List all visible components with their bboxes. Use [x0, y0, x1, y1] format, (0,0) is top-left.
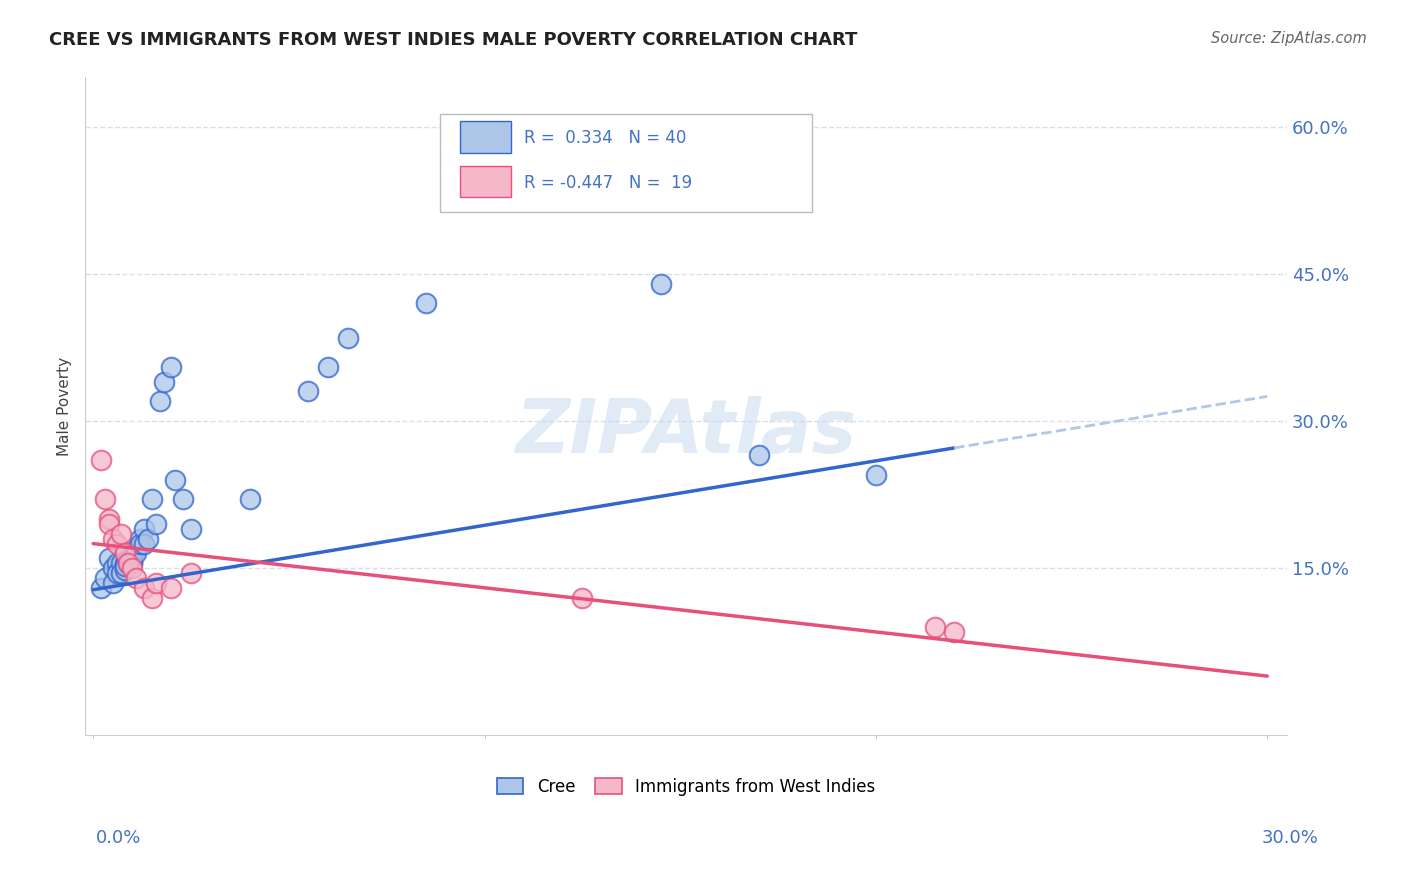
Point	[97, 512, 120, 526]
Point	[121, 561, 143, 575]
Text: ZIPAtlas: ZIPAtlas	[516, 396, 856, 469]
Point	[180, 522, 202, 536]
Point	[101, 561, 124, 575]
Point	[129, 532, 152, 546]
Point	[297, 384, 319, 399]
Text: Source: ZipAtlas.com: Source: ZipAtlas.com	[1211, 31, 1367, 46]
Point	[165, 473, 187, 487]
Point	[132, 581, 155, 595]
Point	[924, 620, 946, 634]
Point	[117, 556, 139, 570]
Point	[336, 330, 359, 344]
Text: R = -0.447   N =  19: R = -0.447 N = 19	[524, 174, 692, 192]
Point	[105, 536, 128, 550]
Point	[415, 296, 437, 310]
Point	[114, 563, 136, 577]
Point	[114, 556, 136, 570]
Point	[110, 526, 132, 541]
Text: 30.0%: 30.0%	[1263, 829, 1319, 847]
Point	[136, 532, 159, 546]
Point	[149, 394, 172, 409]
Point	[105, 566, 128, 580]
FancyBboxPatch shape	[440, 113, 813, 212]
Point	[110, 556, 132, 570]
Point	[141, 492, 163, 507]
Point	[101, 532, 124, 546]
Point	[152, 375, 174, 389]
Point	[125, 541, 148, 556]
Point	[747, 448, 769, 462]
Point	[132, 536, 155, 550]
Point	[121, 556, 143, 570]
Point	[121, 551, 143, 566]
Point	[121, 556, 143, 570]
Point	[101, 575, 124, 590]
Point	[145, 516, 167, 531]
Point	[239, 492, 262, 507]
Point	[90, 581, 112, 595]
Text: CREE VS IMMIGRANTS FROM WEST INDIES MALE POVERTY CORRELATION CHART: CREE VS IMMIGRANTS FROM WEST INDIES MALE…	[49, 31, 858, 49]
Point	[114, 559, 136, 574]
Point	[172, 492, 194, 507]
Point	[180, 566, 202, 580]
Point	[571, 591, 593, 605]
Point	[141, 591, 163, 605]
Point	[125, 571, 148, 585]
Point	[129, 536, 152, 550]
Point	[94, 571, 117, 585]
Point	[160, 581, 183, 595]
Bar	[460, 166, 510, 197]
Point	[97, 551, 120, 566]
Point	[105, 556, 128, 570]
Point	[110, 566, 132, 580]
Point	[650, 277, 672, 291]
Point	[125, 546, 148, 560]
Point	[316, 359, 339, 374]
Point	[97, 516, 120, 531]
Point	[117, 551, 139, 566]
Text: R =  0.334   N = 40: R = 0.334 N = 40	[524, 129, 686, 147]
Point	[117, 556, 139, 570]
Legend: Cree, Immigrants from West Indies: Cree, Immigrants from West Indies	[491, 771, 882, 802]
Point	[943, 624, 966, 639]
Point	[94, 492, 117, 507]
Point	[90, 453, 112, 467]
Point	[145, 575, 167, 590]
Text: 0.0%: 0.0%	[96, 829, 141, 847]
Bar	[460, 121, 510, 153]
Point	[114, 546, 136, 560]
Point	[160, 359, 183, 374]
Point	[132, 522, 155, 536]
Point	[865, 467, 887, 482]
Y-axis label: Male Poverty: Male Poverty	[58, 357, 72, 456]
